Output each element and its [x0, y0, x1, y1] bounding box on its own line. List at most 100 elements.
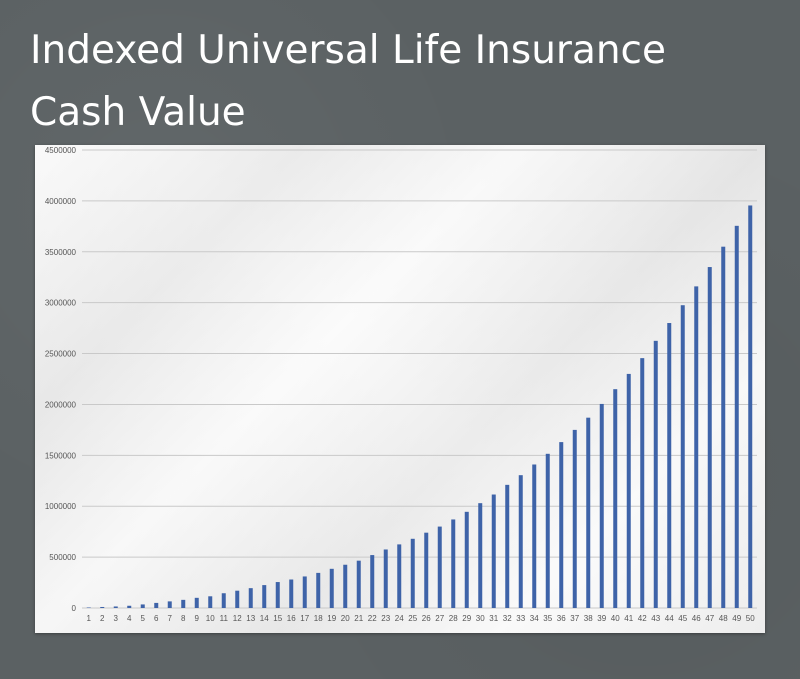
bar-23	[383, 549, 388, 608]
bar-18	[316, 572, 321, 608]
bar-11	[221, 593, 226, 608]
bar-34	[532, 464, 537, 608]
x-tick-label: 25	[408, 614, 417, 623]
bar-6	[154, 602, 159, 608]
bar-3	[113, 606, 118, 608]
x-tick-label: 30	[476, 614, 485, 623]
x-tick-label: 47	[705, 614, 714, 623]
bar-38	[586, 417, 591, 608]
x-tick-label: 49	[732, 614, 741, 623]
bar-1	[86, 607, 91, 608]
x-tick-label: 45	[678, 614, 687, 623]
x-tick-label: 31	[489, 614, 498, 623]
bar-35	[545, 453, 550, 608]
x-tick-label: 26	[422, 614, 431, 623]
x-tick-label: 43	[651, 614, 660, 623]
x-tick-label: 16	[287, 614, 296, 623]
x-tick-label: 32	[503, 614, 512, 623]
gridlines	[82, 149, 757, 609]
y-tick-label: 500000	[49, 553, 76, 562]
x-tick-label: 24	[395, 614, 404, 623]
bar-47	[707, 267, 712, 608]
title-line-2: Cash Value	[30, 90, 246, 135]
y-tick-label: 1000000	[45, 502, 77, 511]
bar-29	[464, 511, 469, 608]
bar-15	[275, 582, 280, 608]
x-tick-label: 10	[206, 614, 215, 623]
x-tick-label: 27	[435, 614, 444, 623]
y-tick-label: 4000000	[45, 197, 77, 206]
bar-26	[424, 532, 429, 608]
x-tick-label: 23	[381, 614, 390, 623]
x-tick-label: 15	[273, 614, 282, 623]
y-tick-label: 4500000	[45, 146, 77, 155]
x-tick-label: 12	[233, 614, 242, 623]
x-tick-label: 22	[368, 614, 377, 623]
bar-10	[208, 596, 213, 608]
y-axis: 4500000 4000000 3500000 3000000 2500000 20000…	[45, 146, 77, 613]
x-tick-label: 40	[611, 614, 620, 623]
bar-13	[248, 588, 253, 608]
page-title: Indexed Universal Life Insurance Cash Va…	[30, 20, 770, 144]
bar-45	[680, 305, 685, 608]
bar-44	[667, 323, 672, 608]
x-tick-label: 39	[597, 614, 606, 623]
x-tick-label: 17	[300, 614, 309, 623]
title-line-1: Indexed Universal Life Insurance	[30, 28, 666, 73]
bar-27	[437, 526, 442, 608]
bar-28	[451, 519, 456, 608]
bar-5	[140, 604, 145, 608]
x-tick-label: 13	[246, 614, 255, 623]
bar-14	[262, 585, 267, 608]
x-tick-label: 11	[220, 614, 229, 623]
bar-8	[181, 599, 186, 608]
x-tick-label: 35	[543, 614, 552, 623]
bar-39	[599, 403, 604, 608]
x-tick-label: 38	[584, 614, 593, 623]
x-tick-label: 14	[260, 614, 269, 623]
bar-31	[491, 494, 496, 608]
x-tick-label: 19	[327, 614, 336, 623]
x-tick-label: 20	[341, 614, 350, 623]
bar-40	[613, 389, 618, 608]
x-tick-label: 48	[719, 614, 728, 623]
y-tick-label: 3500000	[45, 248, 77, 257]
y-tick-label: 2500000	[45, 350, 77, 359]
x-tick-label: 37	[570, 614, 579, 623]
x-tick-label: 18	[314, 614, 323, 623]
x-tick-label: 21	[354, 614, 363, 623]
x-tick-label: 33	[516, 614, 525, 623]
x-tick-label: 7	[168, 614, 173, 623]
x-tick-label: 4	[127, 614, 132, 623]
x-axis: 1 2 3 4 5 6 7 8 9 10 11 12 13 14 15 16 17 18 19 20 21 22 23 24 2…	[87, 614, 756, 623]
x-tick-label: 29	[462, 614, 471, 623]
x-tick-label: 28	[449, 614, 458, 623]
y-tick-label: 1500000	[45, 451, 77, 460]
bar-33	[518, 475, 523, 608]
bar-12	[235, 590, 240, 608]
bar-30	[478, 503, 483, 608]
bar-20	[343, 564, 348, 608]
x-tick-label: 3	[114, 614, 119, 623]
bar-16	[289, 579, 294, 608]
x-tick-label: 6	[154, 614, 159, 623]
bar-41	[626, 373, 631, 608]
x-tick-label: 42	[638, 614, 647, 623]
x-tick-label: 8	[181, 614, 186, 623]
bar-21	[356, 560, 361, 608]
bar-19	[329, 568, 334, 608]
bar-17	[302, 576, 307, 608]
x-tick-label: 9	[195, 614, 200, 623]
x-tick-label: 44	[665, 614, 674, 623]
x-tick-label: 1	[87, 614, 92, 623]
bar-9	[194, 597, 199, 608]
x-tick-label: 36	[557, 614, 566, 623]
bars	[86, 205, 753, 609]
bar-48	[721, 246, 726, 608]
bar-42	[640, 358, 645, 608]
y-tick-label: 2000000	[45, 400, 77, 409]
x-tick-label: 46	[692, 614, 701, 623]
bar-43	[653, 340, 658, 608]
x-tick-label: 5	[141, 614, 146, 623]
chart-panel: 4500000 4000000 3500000 3000000 2500000 20000…	[35, 145, 765, 633]
